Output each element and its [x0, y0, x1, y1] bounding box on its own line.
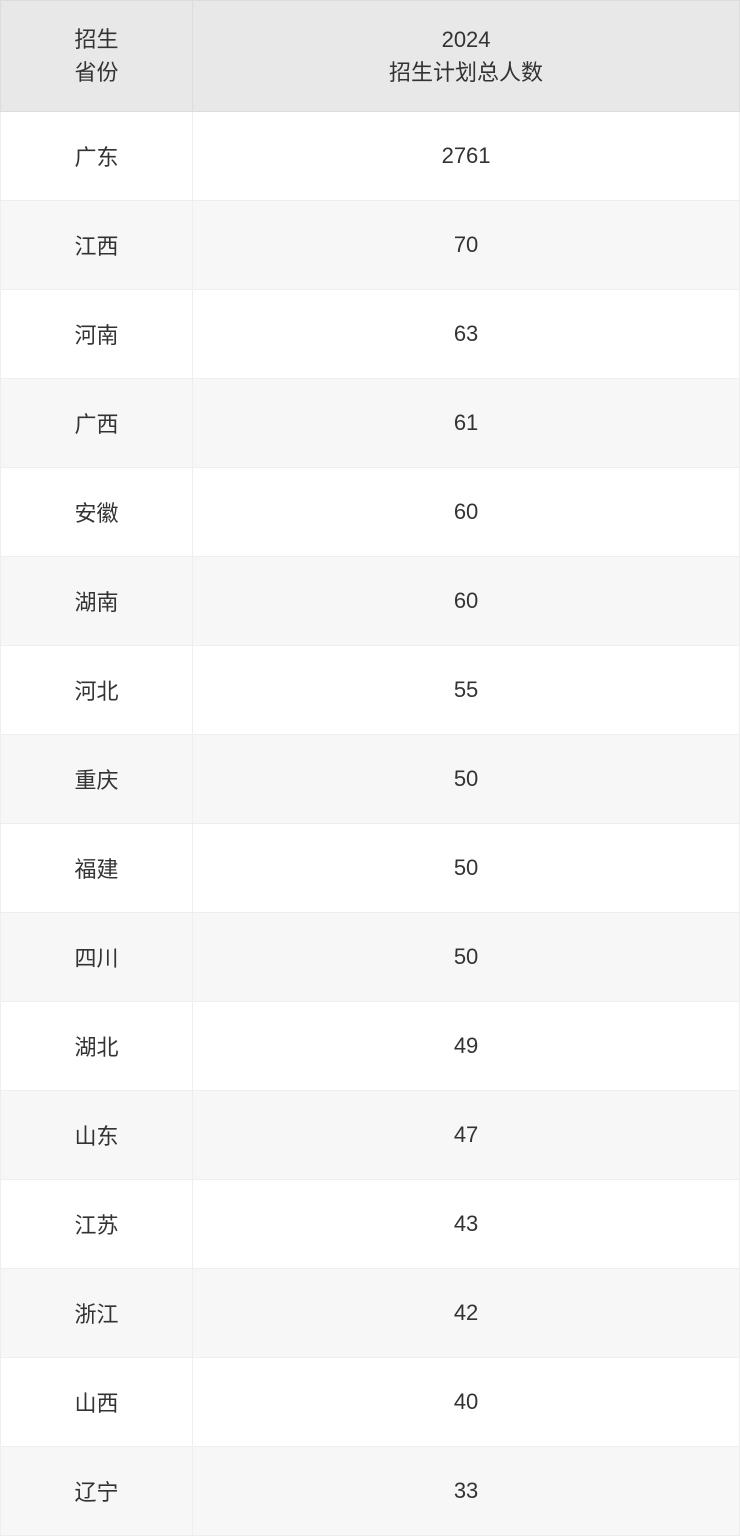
cell-province: 福建 — [1, 824, 193, 913]
table-row: 江苏43 — [1, 1180, 740, 1269]
column-header-province: 招生 省份 — [1, 1, 193, 112]
cell-province: 河南 — [1, 290, 193, 379]
table-row: 山西40 — [1, 1358, 740, 1447]
table-row: 福建50 — [1, 824, 740, 913]
table-row: 安徽60 — [1, 468, 740, 557]
table-row: 辽宁33 — [1, 1447, 740, 1536]
cell-province: 安徽 — [1, 468, 193, 557]
header-line2: 省份 — [75, 60, 119, 85]
cell-province: 河北 — [1, 646, 193, 735]
cell-province: 江苏 — [1, 1180, 193, 1269]
cell-province: 四川 — [1, 913, 193, 1002]
cell-count: 40 — [193, 1358, 740, 1447]
cell-province: 湖南 — [1, 557, 193, 646]
cell-count: 60 — [193, 468, 740, 557]
cell-count: 63 — [193, 290, 740, 379]
table-row: 四川50 — [1, 913, 740, 1002]
cell-province: 江西 — [1, 201, 193, 290]
cell-count: 60 — [193, 557, 740, 646]
enrollment-table: 招生 省份 2024 招生计划总人数 广东2761江西70河南63广西61安徽6… — [0, 0, 740, 1536]
cell-count: 2761 — [193, 112, 740, 201]
cell-count: 33 — [193, 1447, 740, 1536]
cell-count: 43 — [193, 1180, 740, 1269]
column-header-count: 2024 招生计划总人数 — [193, 1, 740, 112]
cell-province: 重庆 — [1, 735, 193, 824]
table-header-row: 招生 省份 2024 招生计划总人数 — [1, 1, 740, 112]
header-line1: 招生 — [75, 27, 119, 52]
cell-province: 山东 — [1, 1091, 193, 1180]
table-row: 广东2761 — [1, 112, 740, 201]
table-row: 河南63 — [1, 290, 740, 379]
table-row: 山东47 — [1, 1091, 740, 1180]
cell-count: 55 — [193, 646, 740, 735]
table-row: 河北55 — [1, 646, 740, 735]
cell-province: 广东 — [1, 112, 193, 201]
table-row: 浙江42 — [1, 1269, 740, 1358]
table-body: 广东2761江西70河南63广西61安徽60湖南60河北55重庆50福建50四川… — [1, 112, 740, 1536]
cell-count: 61 — [193, 379, 740, 468]
cell-province: 辽宁 — [1, 1447, 193, 1536]
cell-count: 50 — [193, 735, 740, 824]
header-line2: 招生计划总人数 — [389, 60, 543, 85]
table-row: 湖北49 — [1, 1002, 740, 1091]
table-row: 重庆50 — [1, 735, 740, 824]
cell-count: 50 — [193, 824, 740, 913]
table-row: 江西70 — [1, 201, 740, 290]
cell-count: 42 — [193, 1269, 740, 1358]
cell-count: 50 — [193, 913, 740, 1002]
cell-province: 广西 — [1, 379, 193, 468]
table-row: 广西61 — [1, 379, 740, 468]
table-row: 湖南60 — [1, 557, 740, 646]
cell-province: 湖北 — [1, 1002, 193, 1091]
header-line1: 2024 — [442, 27, 491, 52]
cell-count: 47 — [193, 1091, 740, 1180]
cell-province: 山西 — [1, 1358, 193, 1447]
cell-count: 70 — [193, 201, 740, 290]
cell-count: 49 — [193, 1002, 740, 1091]
cell-province: 浙江 — [1, 1269, 193, 1358]
